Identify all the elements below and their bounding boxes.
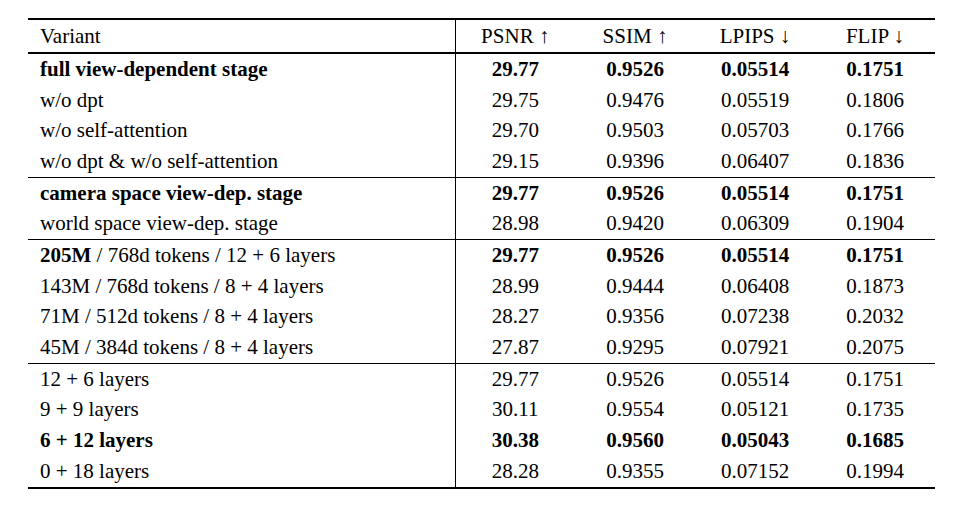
variant-cell: w/o dpt & w/o self-attention xyxy=(28,146,455,177)
metric-cell: 0.1735 xyxy=(815,395,935,426)
metric-cell: 29.75 xyxy=(455,85,575,116)
variant-cell: 71M / 512d tokens / 8 + 4 layers xyxy=(28,302,455,333)
metric-cell: 0.9355 xyxy=(575,456,695,488)
metric-cell: 0.9554 xyxy=(575,395,695,426)
metric-cell: 29.77 xyxy=(455,177,575,208)
table-row: 12 + 6 layers29.770.95260.055140.1751 xyxy=(28,363,935,394)
metric-cell: 30.11 xyxy=(455,395,575,426)
metric-cell: 0.1904 xyxy=(815,208,935,239)
metric-cell: 0.1836 xyxy=(815,146,935,177)
metric-cell: 0.1806 xyxy=(815,85,935,116)
metric-cell: 28.99 xyxy=(455,271,575,302)
table-row: 9 + 9 layers30.110.95540.051210.1735 xyxy=(28,395,935,426)
metric-cell: 29.77 xyxy=(455,53,575,85)
variant-cell: full view-dependent stage xyxy=(28,53,455,85)
metric-cell: 0.1751 xyxy=(815,240,935,271)
metric-cell: 0.9396 xyxy=(575,146,695,177)
metric-cell: 0.9503 xyxy=(575,115,695,146)
section-layer-split-ablation: 12 + 6 layers29.770.95260.055140.17519 +… xyxy=(28,363,935,487)
table-row: 0 + 18 layers28.280.93550.071520.1994 xyxy=(28,456,935,488)
column-header-psnr: PSNR ↑ xyxy=(455,19,575,53)
metric-cell: 29.70 xyxy=(455,115,575,146)
metric-cell: 27.87 xyxy=(455,332,575,363)
table-row: full view-dependent stage29.770.95260.05… xyxy=(28,53,935,85)
metric-cell: 0.1766 xyxy=(815,115,935,146)
column-header-lpips: LPIPS ↓ xyxy=(695,19,815,53)
metric-cell: 28.27 xyxy=(455,302,575,333)
metric-cell: 0.05514 xyxy=(695,177,815,208)
metric-cell: 0.05703 xyxy=(695,115,815,146)
metric-cell: 0.9356 xyxy=(575,302,695,333)
metric-cell: 0.1751 xyxy=(815,177,935,208)
metric-cell: 0.9420 xyxy=(575,208,695,239)
metric-cell: 0.05043 xyxy=(695,425,815,456)
variant-cell: 0 + 18 layers xyxy=(28,456,455,488)
variant-cell: 6 + 12 layers xyxy=(28,425,455,456)
metric-cell: 0.05514 xyxy=(695,363,815,394)
variant-cell: w/o self-attention xyxy=(28,115,455,146)
section-space-ablation: camera space view-dep. stage29.770.95260… xyxy=(28,177,935,239)
variant-cell: 45M / 384d tokens / 8 + 4 layers xyxy=(28,332,455,363)
column-header-ssim: SSIM ↑ xyxy=(575,19,695,53)
paper-page: Variant PSNR ↑ SSIM ↑ LPIPS ↓ FLIP ↓ ful… xyxy=(0,0,963,509)
variant-cell: 12 + 6 layers xyxy=(28,363,455,394)
metric-cell: 0.1751 xyxy=(815,53,935,85)
metric-cell: 0.9444 xyxy=(575,271,695,302)
metric-cell: 0.1751 xyxy=(815,363,935,394)
metric-cell: 29.77 xyxy=(455,363,575,394)
variant-cell: world space view-dep. stage xyxy=(28,208,455,239)
variant-cell: 143M / 768d tokens / 8 + 4 layers xyxy=(28,271,455,302)
metric-cell: 0.2075 xyxy=(815,332,935,363)
section-view-dependent-ablation: full view-dependent stage29.770.95260.05… xyxy=(28,53,935,177)
metric-cell: 0.9526 xyxy=(575,177,695,208)
metric-cell: 0.05519 xyxy=(695,85,815,116)
metric-cell: 0.05121 xyxy=(695,395,815,426)
table-row: 143M / 768d tokens / 8 + 4 layers28.990.… xyxy=(28,271,935,302)
variant-cell: 205M / 768d tokens / 12 + 6 layers xyxy=(28,240,455,271)
table-row: w/o dpt29.750.94760.055190.1806 xyxy=(28,85,935,116)
metric-cell: 0.1685 xyxy=(815,425,935,456)
column-header-variant: Variant xyxy=(28,19,455,53)
variant-cell: 9 + 9 layers xyxy=(28,395,455,426)
table-row: 45M / 384d tokens / 8 + 4 layers27.870.9… xyxy=(28,332,935,363)
metric-cell: 29.15 xyxy=(455,146,575,177)
table-header-row: Variant PSNR ↑ SSIM ↑ LPIPS ↓ FLIP ↓ xyxy=(28,19,935,53)
metric-cell: 0.9295 xyxy=(575,332,695,363)
metric-cell: 0.05514 xyxy=(695,53,815,85)
metric-cell: 0.9526 xyxy=(575,240,695,271)
table-row: 71M / 512d tokens / 8 + 4 layers28.270.9… xyxy=(28,302,935,333)
metric-cell: 0.07238 xyxy=(695,302,815,333)
metric-cell: 0.9560 xyxy=(575,425,695,456)
metric-cell: 0.07152 xyxy=(695,456,815,488)
section-model-size-ablation: 205M / 768d tokens / 12 + 6 layers29.770… xyxy=(28,240,935,364)
metric-cell: 30.38 xyxy=(455,425,575,456)
metric-cell: 0.06407 xyxy=(695,146,815,177)
metric-cell: 0.2032 xyxy=(815,302,935,333)
table-row: 6 + 12 layers30.380.95600.050430.1685 xyxy=(28,425,935,456)
metric-cell: 0.9526 xyxy=(575,363,695,394)
column-header-flip: FLIP ↓ xyxy=(815,19,935,53)
metric-cell: 28.28 xyxy=(455,456,575,488)
metric-cell: 29.77 xyxy=(455,240,575,271)
metric-cell: 0.06309 xyxy=(695,208,815,239)
table-row: 205M / 768d tokens / 12 + 6 layers29.770… xyxy=(28,240,935,271)
table-row: w/o self-attention29.700.95030.057030.17… xyxy=(28,115,935,146)
variant-cell: camera space view-dep. stage xyxy=(28,177,455,208)
table-row: w/o dpt & w/o self-attention29.150.93960… xyxy=(28,146,935,177)
metric-cell: 0.1994 xyxy=(815,456,935,488)
metric-cell: 0.9526 xyxy=(575,53,695,85)
metric-cell: 0.06408 xyxy=(695,271,815,302)
metric-cell: 0.1873 xyxy=(815,271,935,302)
variant-cell: w/o dpt xyxy=(28,85,455,116)
metric-cell: 28.98 xyxy=(455,208,575,239)
metric-cell: 0.9476 xyxy=(575,85,695,116)
ablation-table: Variant PSNR ↑ SSIM ↑ LPIPS ↓ FLIP ↓ ful… xyxy=(28,18,935,489)
metric-cell: 0.05514 xyxy=(695,240,815,271)
table-row: camera space view-dep. stage29.770.95260… xyxy=(28,177,935,208)
metric-cell: 0.07921 xyxy=(695,332,815,363)
table-row: world space view-dep. stage28.980.94200.… xyxy=(28,208,935,239)
